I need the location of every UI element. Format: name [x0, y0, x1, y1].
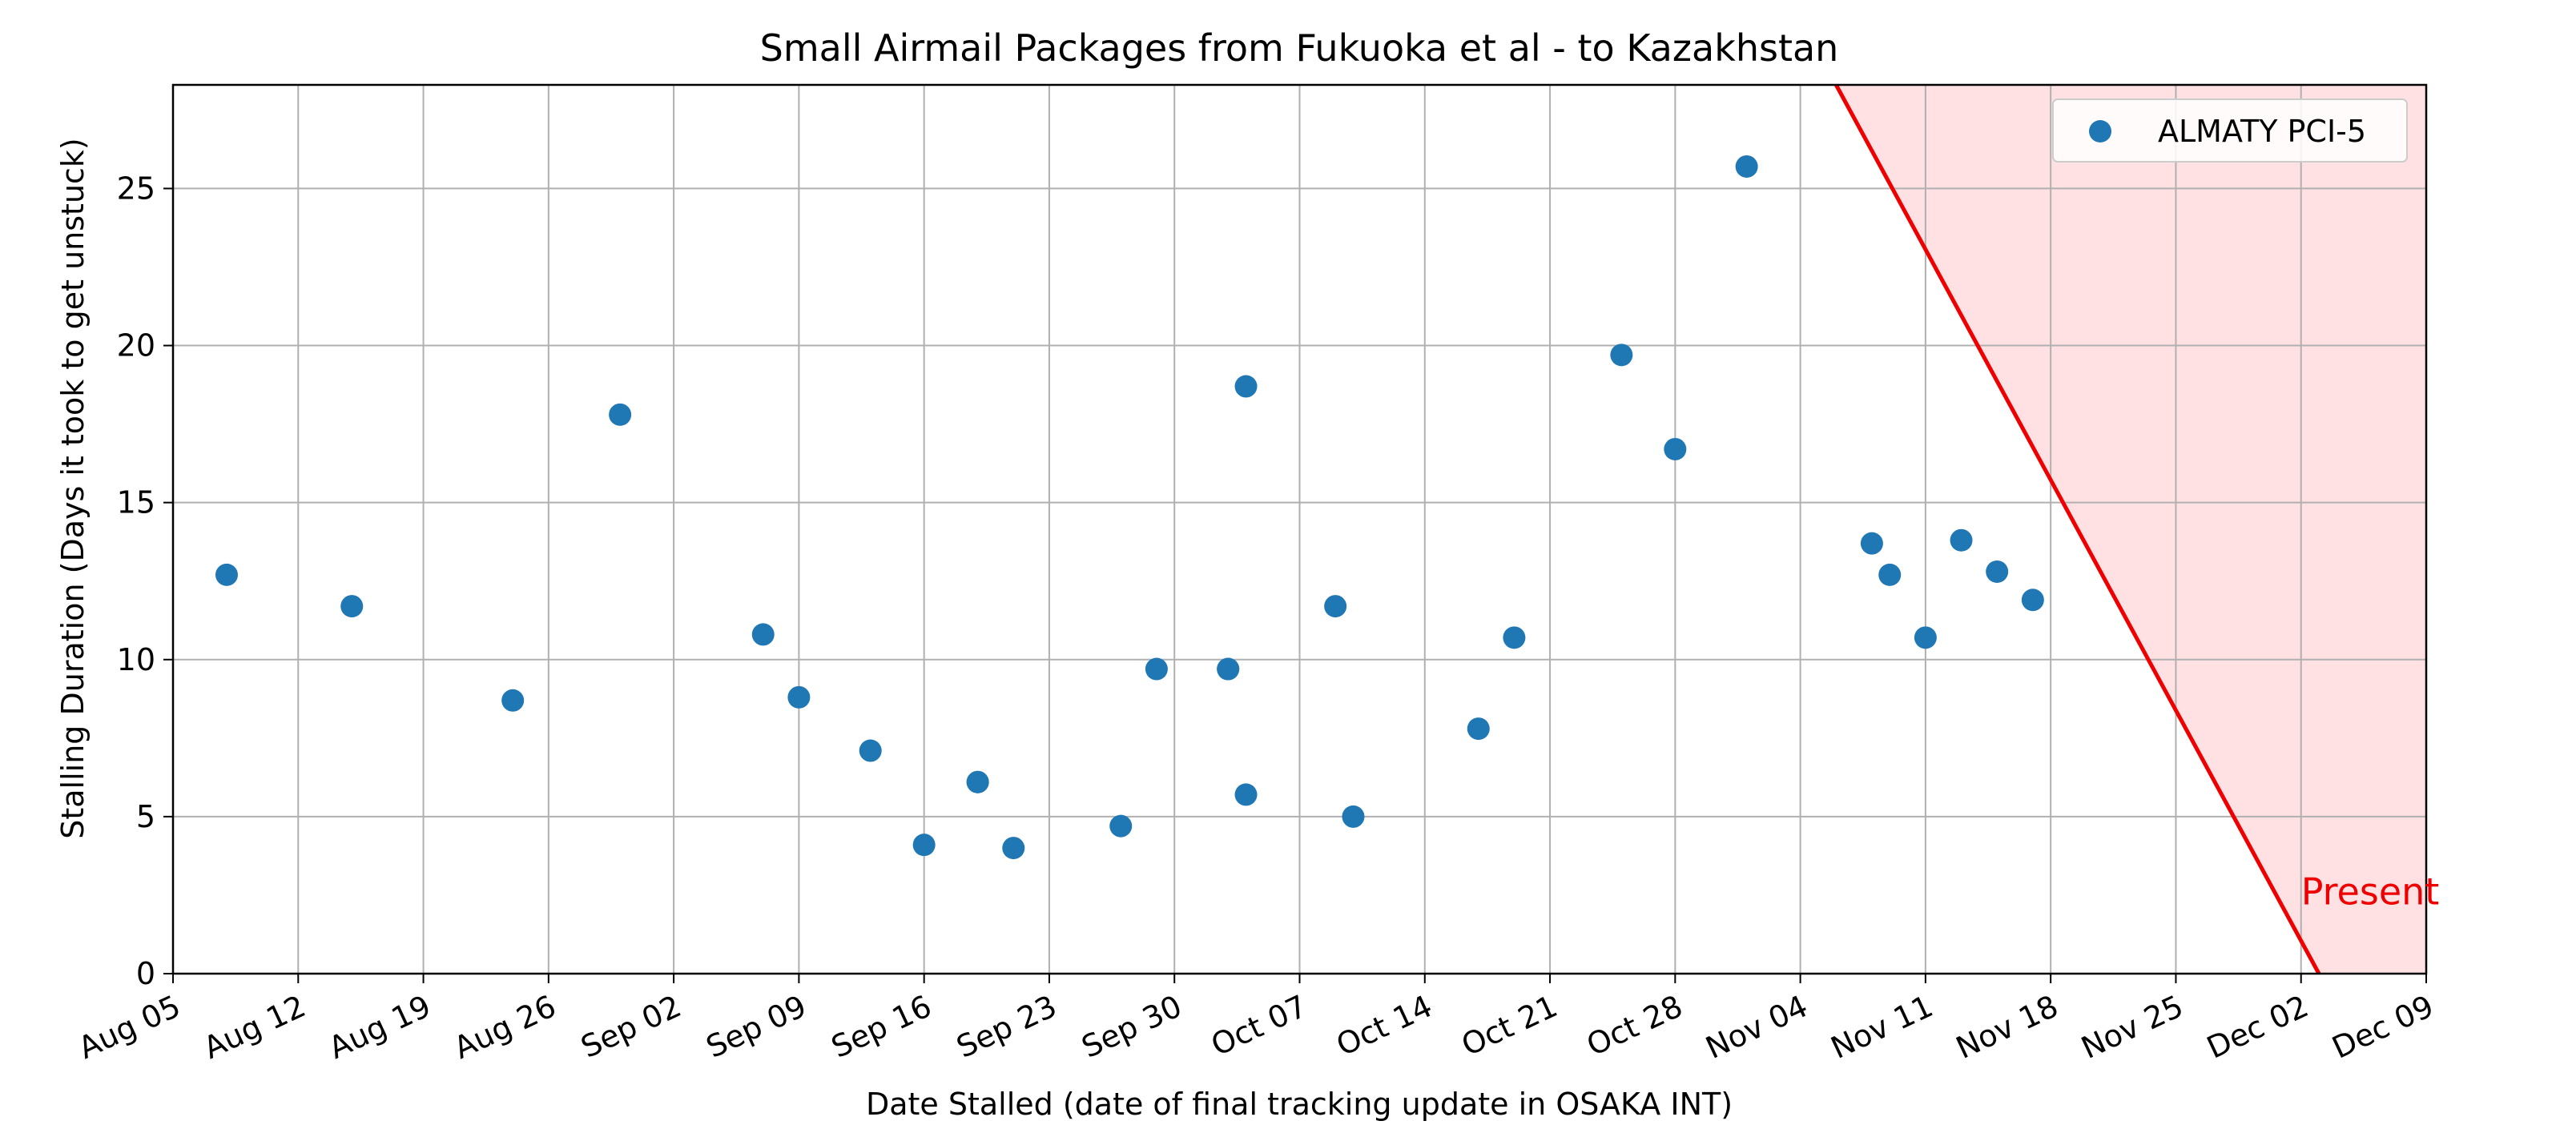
x-tick-label: Dec 09 — [2327, 988, 2439, 1065]
present-deadline-line — [1834, 83, 2321, 975]
data-point — [1610, 344, 1633, 367]
y-tick-label: 25 — [117, 171, 155, 206]
data-point — [751, 623, 775, 646]
data-point — [501, 689, 525, 712]
data-point — [340, 595, 364, 618]
x-tick-label: Sep 30 — [1077, 988, 1187, 1065]
data-point — [1342, 805, 1365, 828]
y-axis-label: Stalling Duration (Days it took to get u… — [55, 138, 91, 839]
data-point — [859, 739, 882, 762]
data-point — [1878, 563, 1902, 586]
chart-title: Small Airmail Packages from Fukuoka et a… — [760, 26, 1839, 70]
legend-marker — [2089, 120, 2111, 143]
data-point — [1234, 375, 1258, 398]
data-point — [609, 403, 632, 426]
data-point — [1217, 657, 1240, 681]
data-point — [1664, 437, 1687, 460]
data-point — [2021, 589, 2044, 612]
data-point — [1234, 783, 1258, 806]
data-point — [1467, 717, 1490, 741]
x-tick-label: Aug 19 — [324, 988, 437, 1066]
data-point — [215, 563, 238, 586]
data-point — [1145, 657, 1168, 681]
data-point — [1324, 595, 1347, 618]
data-point — [1986, 560, 2009, 583]
y-tick-label: 0 — [136, 956, 155, 991]
x-tick-label: Sep 02 — [576, 988, 686, 1065]
x-tick-label: Oct 14 — [1331, 988, 1438, 1063]
data-points — [215, 155, 2044, 860]
x-tick-label: Nov 18 — [1950, 988, 2063, 1066]
data-point — [1860, 532, 1883, 555]
data-point — [787, 685, 811, 709]
data-point — [1735, 155, 1758, 178]
legend: ALMATY PCI-5 — [2052, 98, 2408, 163]
x-tick-label: Aug 05 — [73, 988, 186, 1066]
present-annotation: Present — [2301, 870, 2440, 914]
data-point — [1950, 528, 1973, 552]
x-tick-label: Sep 16 — [826, 988, 936, 1065]
y-tick-label: 15 — [117, 485, 155, 520]
legend-box — [2052, 98, 2408, 163]
x-tick-label: Sep 09 — [701, 988, 811, 1065]
x-axis-label: Date Stalled (date of final tracking upd… — [866, 1087, 1733, 1122]
data-point — [1503, 626, 1526, 649]
x-tick-label: Dec 02 — [2202, 988, 2314, 1065]
x-tick-label: Nov 25 — [2076, 988, 2189, 1066]
x-tick-label: Oct 28 — [1581, 988, 1688, 1063]
data-point — [1109, 814, 1133, 838]
grid-lines — [172, 85, 2427, 974]
legend-label: ALMATY PCI-5 — [2158, 114, 2366, 149]
data-point — [1914, 626, 1937, 649]
x-tick-label: Nov 04 — [1701, 988, 1813, 1066]
present-shade — [1836, 85, 2426, 974]
x-tick-label: Aug 26 — [449, 988, 561, 1066]
data-point — [1002, 837, 1025, 860]
x-tick-label: Nov 11 — [1825, 988, 1938, 1066]
annotations: Present — [2301, 870, 2440, 914]
y-tick-label: 10 — [117, 642, 155, 677]
x-tick-label: Oct 21 — [1456, 988, 1563, 1063]
data-point — [966, 770, 989, 793]
data-point — [912, 834, 936, 857]
y-tick-label: 20 — [117, 328, 155, 364]
present-shaded-region — [1836, 85, 2426, 974]
present-line — [1834, 83, 2321, 975]
x-tick-label: Aug 12 — [198, 988, 311, 1066]
y-tick-label: 5 — [136, 799, 155, 834]
x-tick-label: Oct 07 — [1205, 988, 1312, 1063]
x-tick-label: Sep 23 — [951, 988, 1061, 1065]
